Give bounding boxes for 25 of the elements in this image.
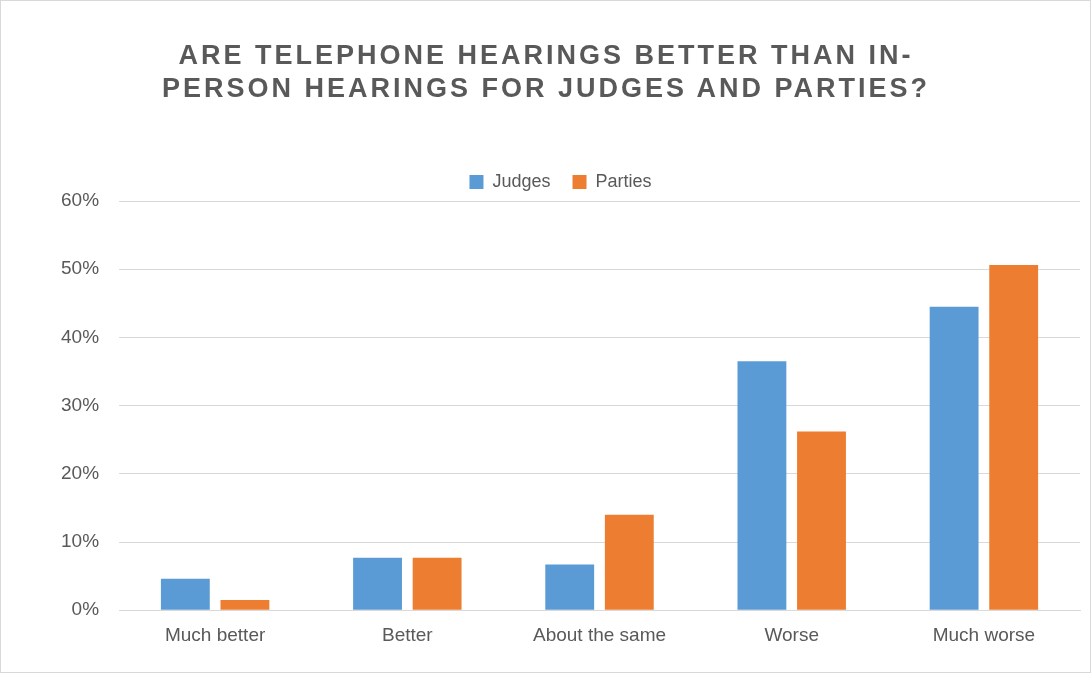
x-tick-label: Better	[381, 623, 434, 645]
y-tick-label: 60%	[61, 189, 100, 211]
x-tick-label: Much worse	[932, 623, 1036, 645]
bar	[929, 306, 979, 610]
bar	[737, 361, 787, 610]
bar	[353, 557, 402, 610]
y-tick-label: 50%	[61, 257, 100, 279]
x-tick-label: About the same	[532, 623, 667, 645]
y-tick-label: 0%	[71, 598, 100, 620]
bar	[160, 578, 210, 610]
y-tick-label: 10%	[61, 530, 100, 552]
bar	[220, 599, 270, 610]
y-tick-label: 30%	[61, 393, 100, 415]
bar	[604, 514, 654, 610]
y-tick-label: 40%	[61, 325, 100, 347]
chart-title: ARE TELEPHONE HEARINGS BETTER THAN IN-PERSON HEARINGS FOR JUDGES AND PARTIES?	[160, 39, 932, 105]
x-tick-label: Worse	[764, 623, 819, 645]
bar	[797, 431, 846, 610]
legend-label: Judges	[492, 170, 551, 191]
legend-label: Parties	[595, 170, 652, 191]
bar	[545, 564, 595, 610]
y-tick-label: 20%	[61, 462, 100, 484]
x-tick-label: Much better	[164, 623, 266, 645]
bar	[412, 557, 462, 610]
bar	[989, 265, 1039, 610]
